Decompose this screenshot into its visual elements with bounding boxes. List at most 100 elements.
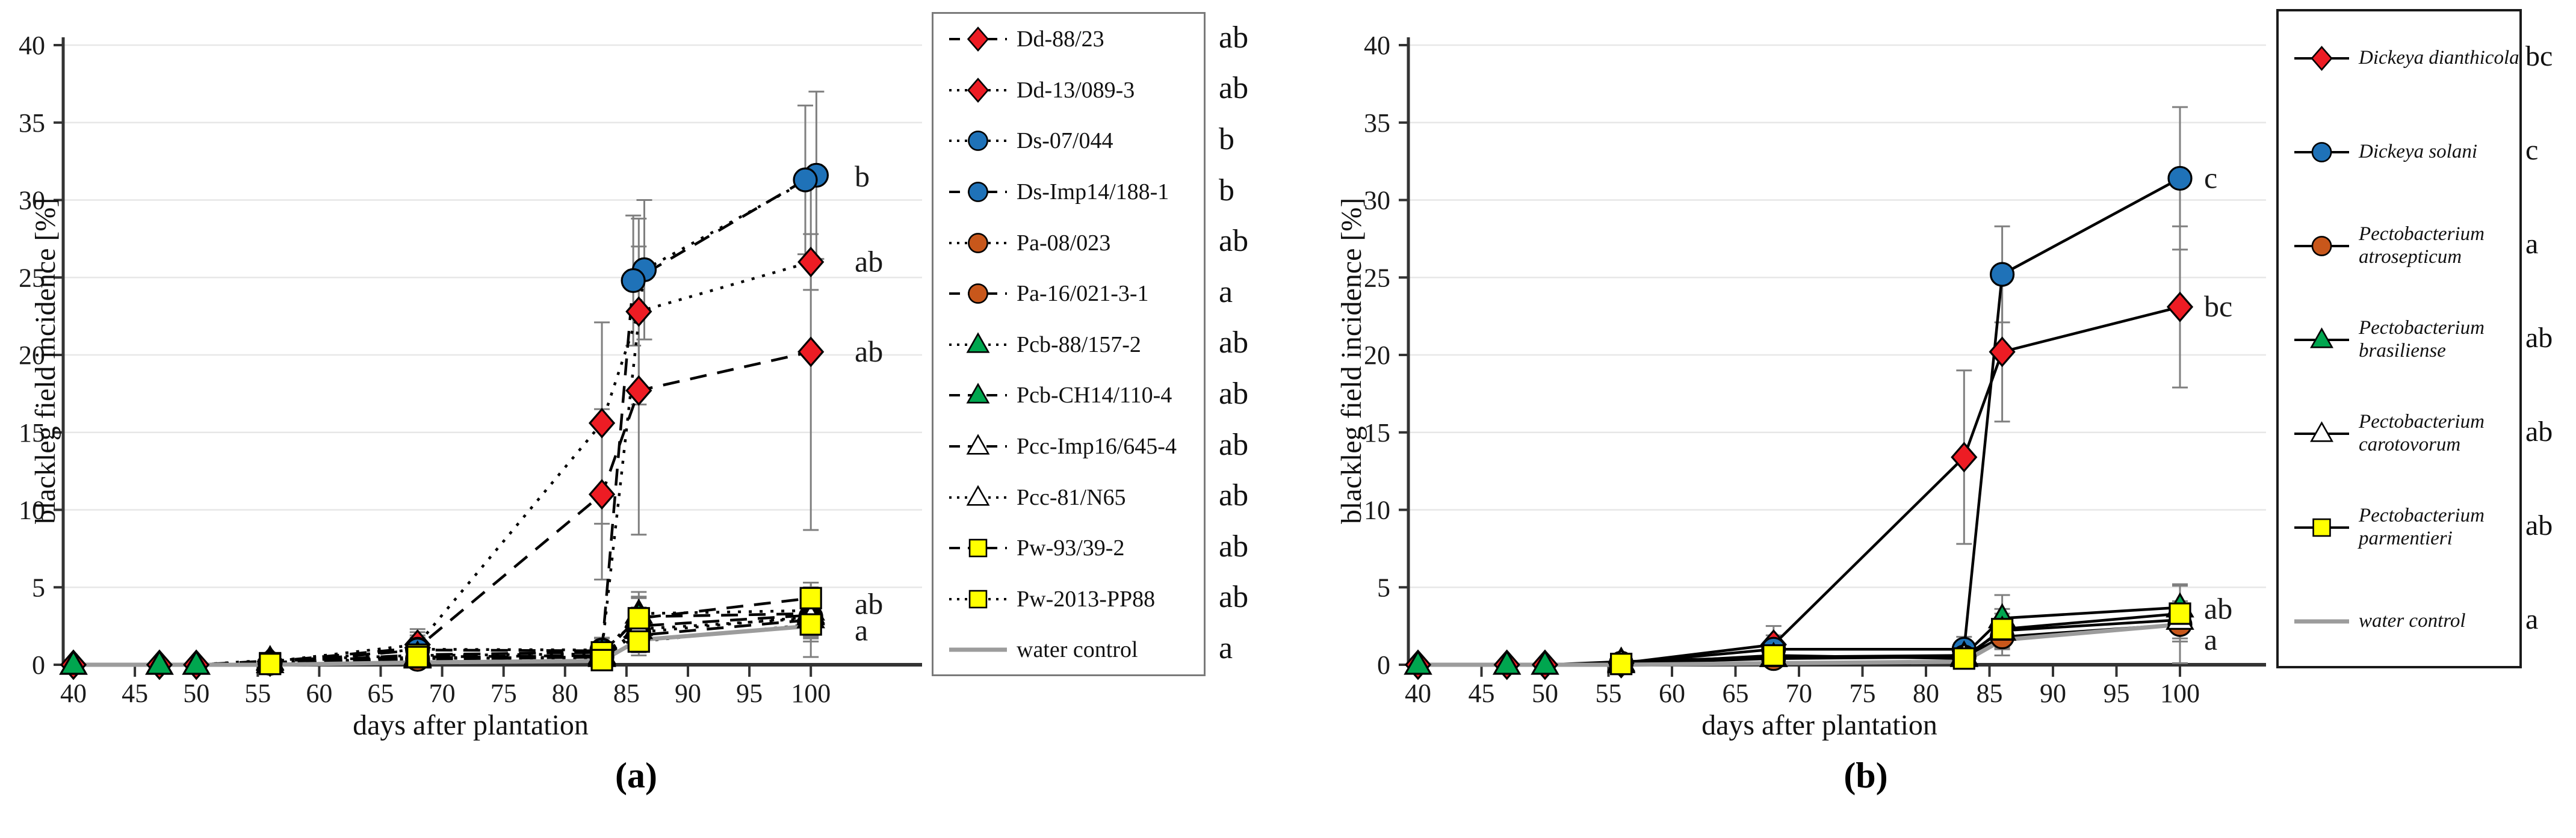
- y-tick-label: 40: [1364, 31, 1390, 60]
- legend-item-label: Pa-16/021-3-1: [1017, 281, 1149, 307]
- legend-item: Pectobacterium carotovorum: [2279, 387, 2519, 481]
- x-tick-label: 40: [60, 679, 87, 708]
- series-line-dickeya-solani: [1621, 177, 2181, 665]
- legend-item: Dd-88/23: [933, 14, 1204, 65]
- legend-item-label: Pcc-81/N65: [1017, 484, 1126, 510]
- legend-item-label: Ds-Imp14/188-1: [1017, 179, 1169, 205]
- caption-b: (b): [1844, 756, 1888, 795]
- significance-letter: ab: [1219, 580, 1249, 615]
- y-tick-label: 5: [1377, 573, 1390, 602]
- y-tick-label: 25: [1364, 263, 1390, 292]
- pectobacterium-parmentieri-square-marker-icon: [2169, 602, 2191, 625]
- legend-item: Pcc-Imp16/645-4: [933, 421, 1204, 472]
- x-tick-label: 50: [1532, 679, 1558, 708]
- legend-item-label: water control: [2359, 610, 2466, 632]
- series-line-dd-88-23: [73, 350, 811, 667]
- legend-item: Pectobacterium atrosepticum: [2279, 199, 2519, 293]
- y-tick-label: 10: [19, 496, 45, 525]
- legend-sample-circle: [949, 182, 1007, 202]
- x-tick-label: 40: [1405, 679, 1431, 708]
- legend-item: Pw-93/39-2: [933, 523, 1204, 574]
- legend-item-label: Dickeya solani: [2359, 141, 2478, 163]
- legend-sample-triangle: [949, 484, 1007, 506]
- significance-annotation: a: [855, 613, 868, 647]
- significance-letter: ab: [2525, 415, 2553, 448]
- legend-sample-triangle: [949, 332, 1007, 353]
- significance-annotation: a: [2204, 623, 2217, 656]
- y-tick-label: 20: [19, 340, 45, 370]
- significance-annotation: bc: [2204, 289, 2232, 323]
- pw-2013-pp88-square-marker-icon: [627, 630, 650, 653]
- legend-item-label: Pectobacterium atrosepticum: [2359, 223, 2485, 268]
- legend-sample-circle: [949, 131, 1007, 152]
- legend-item: Pcc-81/N65: [933, 472, 1204, 523]
- significance-letter: ab: [1219, 20, 1249, 55]
- x-tick-label: 60: [1659, 679, 1685, 708]
- pectobacterium-parmentieri-square-marker-icon: [1952, 647, 1975, 670]
- dd-13-089-3-diamond-marker-icon: [588, 407, 616, 439]
- y-tick-label: 15: [1364, 418, 1390, 448]
- x-tick-label: 90: [675, 679, 701, 708]
- ds-imp14-188-1-circle-marker-icon: [793, 167, 818, 193]
- significance-letter: a: [2525, 227, 2539, 260]
- legend-sample-triangle: [2294, 327, 2349, 348]
- significance-letters-a: ab ab b b ab a ab ab ab ab ab ab a: [1219, 12, 1297, 674]
- ds-imp14-188-1-circle-marker-icon: [968, 182, 988, 202]
- y-tick-label: 35: [19, 108, 45, 138]
- pectobacterium-parmentieri-square-marker-icon: [1762, 644, 1785, 667]
- legend-item-label: Pectobacterium brasiliense: [2359, 317, 2485, 362]
- x-tick-label: 85: [613, 679, 640, 708]
- y-tick-label: 30: [1364, 186, 1390, 215]
- ds-imp14-188-1-circle-marker-icon: [621, 268, 646, 293]
- chart-panel-b: 0 5 10 15 20 25 30 35 40 40 45 50 55 60 65 70 75 80 85 90 95…: [1364, 31, 2266, 708]
- x-tick-label: 55: [244, 679, 271, 708]
- pectobacterium-brasiliense-triangle-marker-icon: [1531, 649, 1559, 675]
- significance-annotation: c: [2204, 161, 2217, 194]
- x-tick-label: 95: [736, 679, 763, 708]
- x-tick-label: 85: [1977, 679, 2003, 708]
- pectobacterium-carotovorum-triangle-marker-icon: [2310, 421, 2333, 442]
- legend-sample-diamond: [949, 78, 1007, 103]
- series-line-pw-2013-pp88: [270, 623, 811, 665]
- dd-88-23-diamond-marker-icon: [797, 336, 825, 368]
- legend-sample-square: [2294, 518, 2349, 537]
- x-axis-label-b: days after plantation: [1701, 709, 1937, 741]
- legend-sample-diamond: [949, 26, 1007, 52]
- x-tick-label: 75: [491, 679, 517, 708]
- legend-item-label: Pcb-88/157-2: [1017, 331, 1141, 357]
- legend-panel-a: Dd-88/23 Dd-13/089-3 Ds-07/044 Ds-Imp14/188…: [932, 12, 1206, 676]
- significance-letter: ab: [1219, 376, 1249, 411]
- pcb-ch14-110-4-triangle-marker-icon: [145, 649, 174, 675]
- pa-08-023-circle-marker-icon: [968, 232, 988, 253]
- pectobacterium-brasiliense-triangle-marker-icon: [1404, 649, 1432, 675]
- pa-16-021-3-1-circle-marker-icon: [968, 283, 988, 304]
- legend-item-label: Pcc-Imp16/645-4: [1017, 434, 1177, 460]
- significance-letters-b: bc c a ab ab ab a: [2525, 9, 2576, 666]
- pw-93-39-2-square-marker-icon: [968, 538, 988, 558]
- significance-letter: ab: [2525, 321, 2553, 354]
- dickeya-dianthicola-diamond-marker-icon: [2311, 46, 2333, 71]
- legend-sample-line: [2294, 619, 2349, 624]
- x-tick-label: 70: [1786, 679, 1812, 708]
- x-tick-label: 65: [1723, 679, 1749, 708]
- pw-2013-pp88-square-marker-icon: [259, 653, 282, 676]
- series-line-pa-16-021-3-1: [270, 618, 811, 665]
- legend-item-label: Ds-07/044: [1017, 128, 1113, 154]
- pcb-ch14-110-4-triangle-marker-icon: [966, 383, 990, 404]
- x-tick-label: 55: [1596, 679, 1622, 708]
- y-tick-label: 10: [1364, 496, 1390, 525]
- legend-sample-triangle: [949, 383, 1007, 404]
- y-tick-label: 20: [1364, 340, 1390, 370]
- pw-2013-pp88-square-marker-icon: [799, 613, 822, 636]
- y-tick-label: 5: [32, 573, 45, 602]
- x-tick-label: 50: [183, 679, 209, 708]
- legend-item-label: Pcb-CH14/110-4: [1017, 383, 1172, 408]
- legend-item-label: Dickeya dianthicola: [2359, 47, 2519, 69]
- caption-a: (a): [615, 756, 657, 795]
- chart-panel-a: 0 5 10 15 20 25 30 35 40 40 45 50 55 60 65 70 75 80 85 90 95…: [19, 31, 922, 708]
- legend-item: Pectobacterium brasiliense: [2279, 293, 2519, 387]
- significance-letter: ab: [1219, 427, 1249, 462]
- significance-letter: ab: [2525, 509, 2553, 541]
